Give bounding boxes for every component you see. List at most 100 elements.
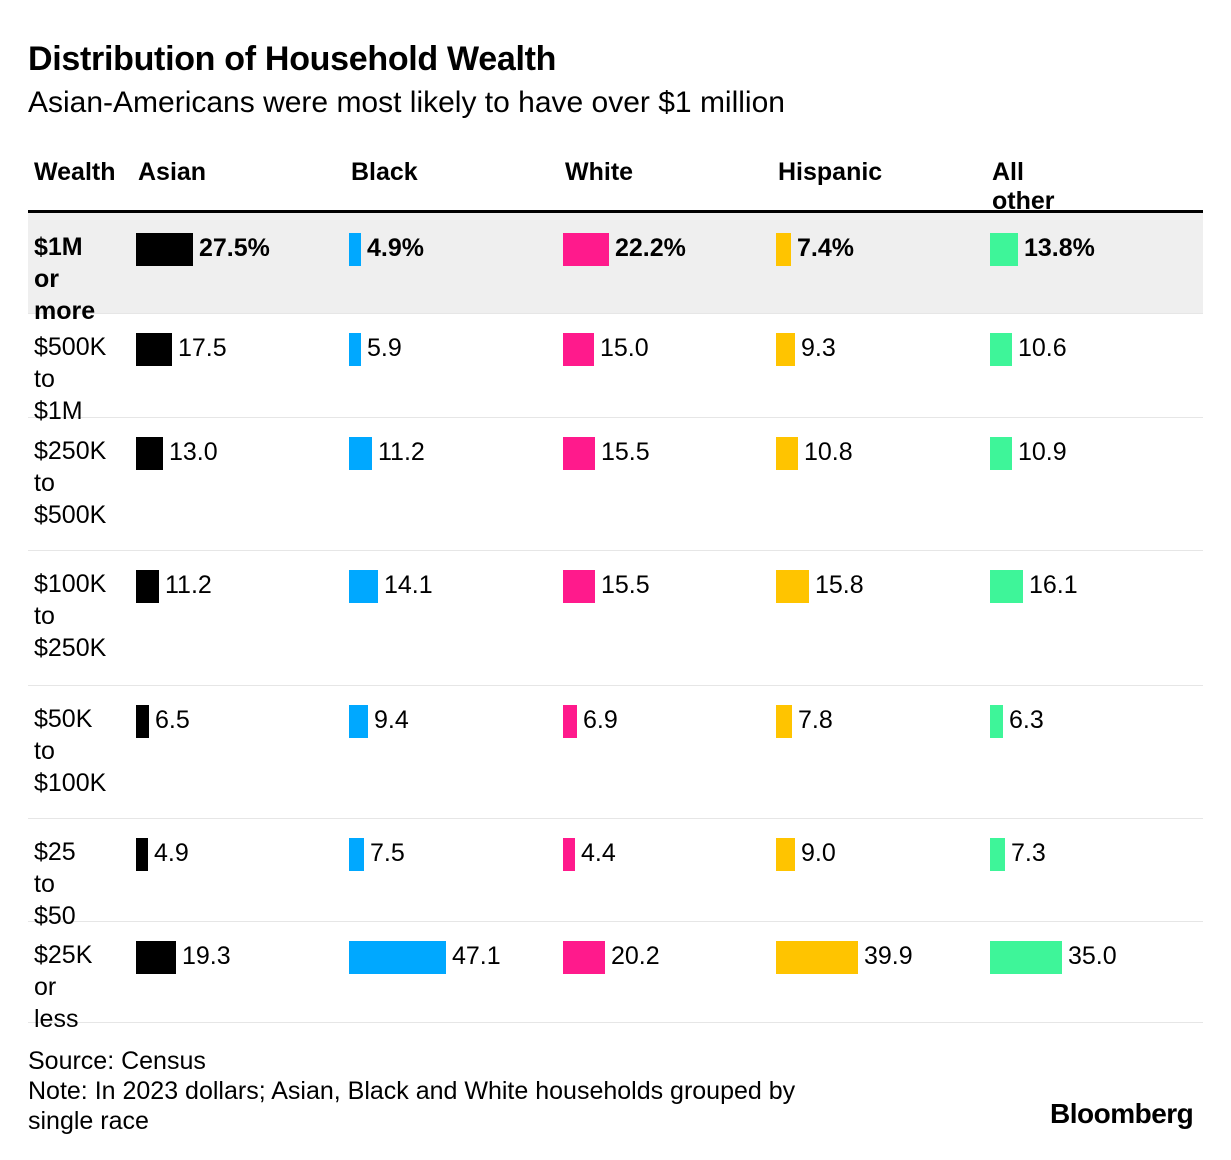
row-label-line: $250K <box>34 634 107 662</box>
bar-white <box>563 233 609 266</box>
bar-all-other <box>990 941 1062 974</box>
value-label: 5.9 <box>367 334 402 362</box>
column-header-black: Black <box>351 158 418 186</box>
bar-asian <box>136 570 159 603</box>
value-label: 20.2 <box>611 942 660 970</box>
bar-black <box>349 570 378 603</box>
row-label-line: to <box>34 737 55 765</box>
row-label-line: more <box>34 297 96 325</box>
value-label: 4.9 <box>154 839 189 867</box>
value-label: 7.3 <box>1011 839 1046 867</box>
bar-hispanic <box>776 333 795 366</box>
bar-all-other <box>990 705 1003 738</box>
row-label: $25 to $50 <box>34 836 76 932</box>
value-label: 15.5 <box>601 438 650 466</box>
row-label: $250K to $500K <box>34 435 106 531</box>
row-label-line: to <box>34 602 55 630</box>
bar-hispanic <box>776 233 791 266</box>
value-label: 7.5 <box>370 839 405 867</box>
bar-white <box>563 705 577 738</box>
bar-black <box>349 333 361 366</box>
bar-asian <box>136 233 193 266</box>
value-label: 14.1 <box>384 571 433 599</box>
bar-white <box>563 437 595 470</box>
row-label-line: to $1M <box>34 365 83 425</box>
value-label: 35.0 <box>1068 942 1117 970</box>
row-label-line: to <box>34 469 55 497</box>
row-label-line: or less <box>34 973 79 1033</box>
row-label: $25K or less <box>34 939 92 1035</box>
bar-all-other <box>990 838 1005 871</box>
source-note: Source: Census <box>28 1047 206 1075</box>
bar-hispanic <box>776 570 809 603</box>
row-label-line: $500K <box>34 501 107 529</box>
bar-asian <box>136 838 148 871</box>
row-label-line: $500K <box>34 333 107 361</box>
column-header-all-other: All other <box>992 158 1055 215</box>
table-row <box>28 313 1203 417</box>
value-label: 11.2 <box>165 571 212 599</box>
column-header-wealth: Wealth <box>34 158 116 186</box>
row-separator <box>28 818 1203 819</box>
bar-hispanic <box>776 941 858 974</box>
value-label: 7.8 <box>798 706 833 734</box>
bar-hispanic <box>776 838 795 871</box>
value-label: 6.3 <box>1009 706 1044 734</box>
value-label: 15.5 <box>601 571 650 599</box>
chart-title: Distribution of Household Wealth <box>28 40 557 78</box>
bar-hispanic <box>776 705 792 738</box>
row-label: $500K to $1M <box>34 331 106 427</box>
value-label: 10.8 <box>804 438 853 466</box>
bar-asian <box>136 437 163 470</box>
row-separator <box>28 685 1203 686</box>
value-label: 27.5% <box>199 234 270 262</box>
row-label-line: $100K <box>34 570 107 598</box>
bar-black <box>349 838 364 871</box>
bar-asian <box>136 705 149 738</box>
bar-asian <box>136 941 176 974</box>
value-label: 7.4% <box>797 234 854 262</box>
bar-white <box>563 941 605 974</box>
row-separator <box>28 550 1203 551</box>
row-separator <box>28 313 1203 314</box>
value-label: 9.0 <box>801 839 836 867</box>
value-label: 6.9 <box>583 706 618 734</box>
bar-all-other <box>990 570 1023 603</box>
bar-all-other <box>990 333 1012 366</box>
value-label: 17.5 <box>178 334 227 362</box>
row-label-line: $50 <box>34 902 76 930</box>
value-label: 47.1 <box>452 942 501 970</box>
value-label: 4.9% <box>367 234 424 262</box>
bar-asian <box>136 333 172 366</box>
row-label-line: $50K <box>34 705 93 733</box>
bar-black <box>349 437 372 470</box>
row-label-line: $100K <box>34 769 107 797</box>
value-label: 16.1 <box>1029 571 1078 599</box>
row-label-line: $25K <box>34 941 93 969</box>
value-label: 19.3 <box>182 942 231 970</box>
row-separator <box>28 1022 1203 1023</box>
bar-black <box>349 705 368 738</box>
chart-subtitle: Asian-Americans were most likely to have… <box>28 86 785 119</box>
value-label: 22.2% <box>615 234 686 262</box>
column-header-asian: Asian <box>138 158 207 186</box>
value-label: 15.8 <box>815 571 864 599</box>
note-line-2: single race <box>28 1107 149 1135</box>
row-label: $100K to $250K <box>34 568 106 664</box>
note-line-1: Note: In 2023 dollars; Asian, Black and … <box>28 1077 796 1105</box>
row-separator <box>28 921 1203 922</box>
bar-white <box>563 570 595 603</box>
value-label: 10.6 <box>1018 334 1067 362</box>
value-label: 10.9 <box>1018 438 1067 466</box>
bar-white <box>563 333 594 366</box>
column-header-white: White <box>565 158 634 186</box>
bar-black <box>349 233 361 266</box>
bar-all-other <box>990 437 1012 470</box>
value-label: 9.4 <box>374 706 409 734</box>
bar-white <box>563 838 575 871</box>
row-label-line: $25 to <box>34 838 76 898</box>
bar-all-other <box>990 233 1018 266</box>
value-label: 13.0 <box>169 438 218 466</box>
row-label-line: $250K <box>34 437 107 465</box>
row-label: $50K to $100K <box>34 703 106 799</box>
